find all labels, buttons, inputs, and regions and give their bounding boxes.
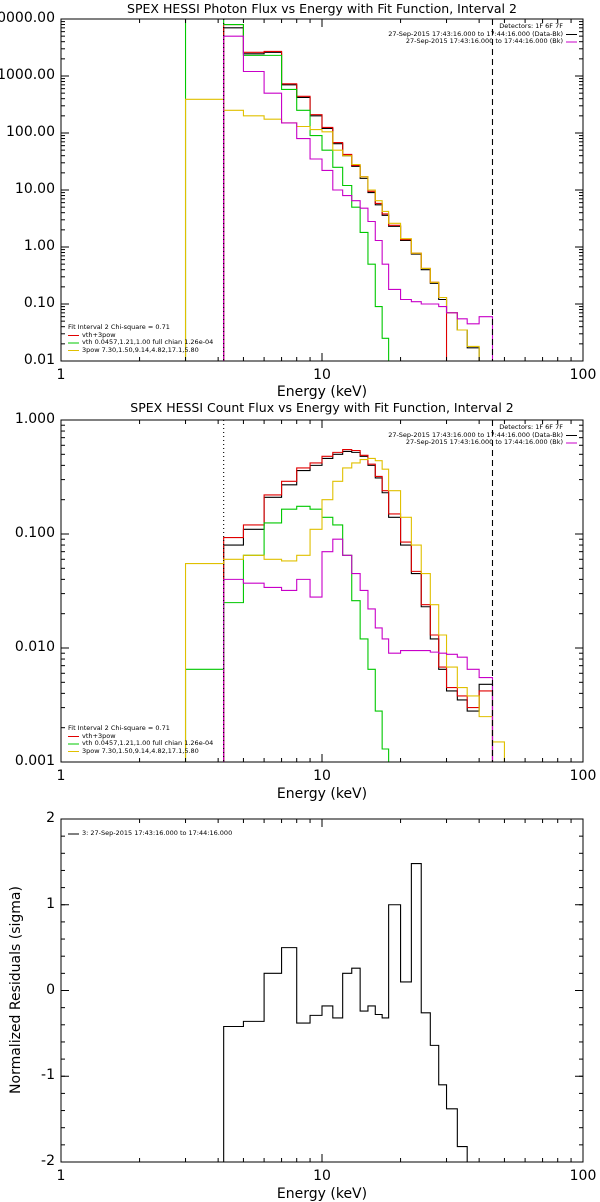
- panel1-ytick-label: 10.00: [14, 181, 55, 197]
- panel2-ytick-label: 0.001: [14, 753, 55, 769]
- panel1-legend-left-item: vth+3pow: [82, 330, 116, 339]
- panel1-ytick-label: 0.01: [23, 352, 55, 368]
- panel1-ytick-label: 100.00: [6, 124, 55, 140]
- panel2-xlabel: Energy (keV): [276, 786, 368, 802]
- panel3-xtick-label: 1: [56, 1168, 66, 1184]
- panel1-frame: [60, 18, 584, 362]
- panel1-xtick-label: 100: [569, 367, 597, 383]
- panel3-ytick-label: 2: [46, 810, 55, 826]
- panel3-ytick-label: 0: [46, 981, 55, 998]
- panel3-xtick-label: 100: [569, 1168, 597, 1184]
- panel1-xtick-label: 1: [56, 367, 66, 383]
- panel2-xtick-label: 10: [313, 768, 331, 784]
- panel1-series-vth: [184, 19, 390, 361]
- panel2-legend-left-item: vth+3pow: [82, 731, 116, 740]
- panel2-ytick-label: 1.000: [14, 411, 55, 427]
- panel2-series-vth+3pow: [223, 449, 494, 762]
- panel1-legend-right-item: 27-Sep-2015 17:43:16.000 to 17:44:16.000…: [388, 29, 563, 38]
- panel2-legend-right-item: Detectors: 1F 6F 7F: [499, 423, 563, 431]
- panel1-title: SPEX HESSI Photon Flux vs Energy with Fi…: [127, 1, 517, 16]
- panel2-legend-right-item: 27-Sep-2015 17:43:16.000 to 17:44:16.000…: [405, 438, 563, 446]
- panel2-legend-left-item: Fit Interval 2 Chi-square = 0.71: [68, 724, 170, 732]
- panel3-legend-left-item: 3: 27-Sep-2015 17:43:16.000 to 17:44:16.…: [82, 829, 233, 837]
- panel2-legend-right-item: 27-Sep-2015 17:43:16.000 to 17:44:16.000…: [388, 430, 563, 439]
- panel3-ytick-label: -1: [41, 1067, 55, 1084]
- panel2-xtick-label: 100: [569, 768, 597, 784]
- panel3-series-residuals: [223, 863, 468, 1162]
- panel1-ytick-label: 0.10: [23, 295, 55, 311]
- panel1-series-vth+3pow: [223, 23, 448, 361]
- panel2-legend-left-item: vth 0.0457,1.21,1.00 full chian 1.26e-04: [82, 739, 214, 747]
- panel1-xtick-label: 10: [313, 367, 331, 383]
- panel2-legend-left-item: 3pow 7.30,1.50,9.14,4.82,17.1,5.80: [82, 746, 199, 755]
- panel1-series-background: [223, 35, 494, 361]
- panel1-ytick-label: 10000.00: [0, 10, 55, 26]
- panel1-ytick-label: 1.00: [23, 238, 55, 254]
- panel3-xtick-label: 10: [313, 1168, 331, 1184]
- panel2-series-vth: [184, 505, 390, 762]
- panel2-xtick-label: 1: [56, 768, 66, 784]
- panel3-ytick-label: 1: [46, 895, 55, 912]
- panel2-ytick-label: 0.100: [14, 525, 55, 541]
- panel1-legend-left-item: vth 0.0457,1.21,1.00 full chian 1.26e-04: [82, 338, 214, 346]
- panel2-ytick-label: 0.010: [14, 639, 55, 655]
- panel1-legend-left-item: Fit Interval 2 Chi-square = 0.71: [68, 323, 170, 331]
- panel2-series-background: [223, 538, 494, 762]
- panel1-legend-right-item: 27-Sep-2015 17:43:16.000 to 17:44:16.000…: [405, 37, 563, 45]
- panel3-ylabel: Normalized Residuals (sigma): [8, 886, 24, 1094]
- panel3-frame: [60, 818, 584, 1163]
- panel2-series-3pow: [184, 457, 516, 762]
- panel1-xlabel: Energy (keV): [276, 384, 368, 400]
- panel2-title: SPEX HESSI Count Flux vs Energy with Fit…: [130, 400, 514, 415]
- panel1-series-3pow: [184, 98, 480, 361]
- panel3-ytick-label: -2: [41, 1153, 55, 1169]
- panel1-legend-right-item: Detectors: 1F 6F 7F: [499, 22, 563, 30]
- panel3-xlabel: Energy (keV): [276, 1186, 368, 1202]
- panel1-ytick-label: 1000.00: [0, 67, 55, 83]
- panel1-legend-left-item: 3pow 7.30,1.50,9.14,4.82,17.1,5.80: [82, 345, 199, 354]
